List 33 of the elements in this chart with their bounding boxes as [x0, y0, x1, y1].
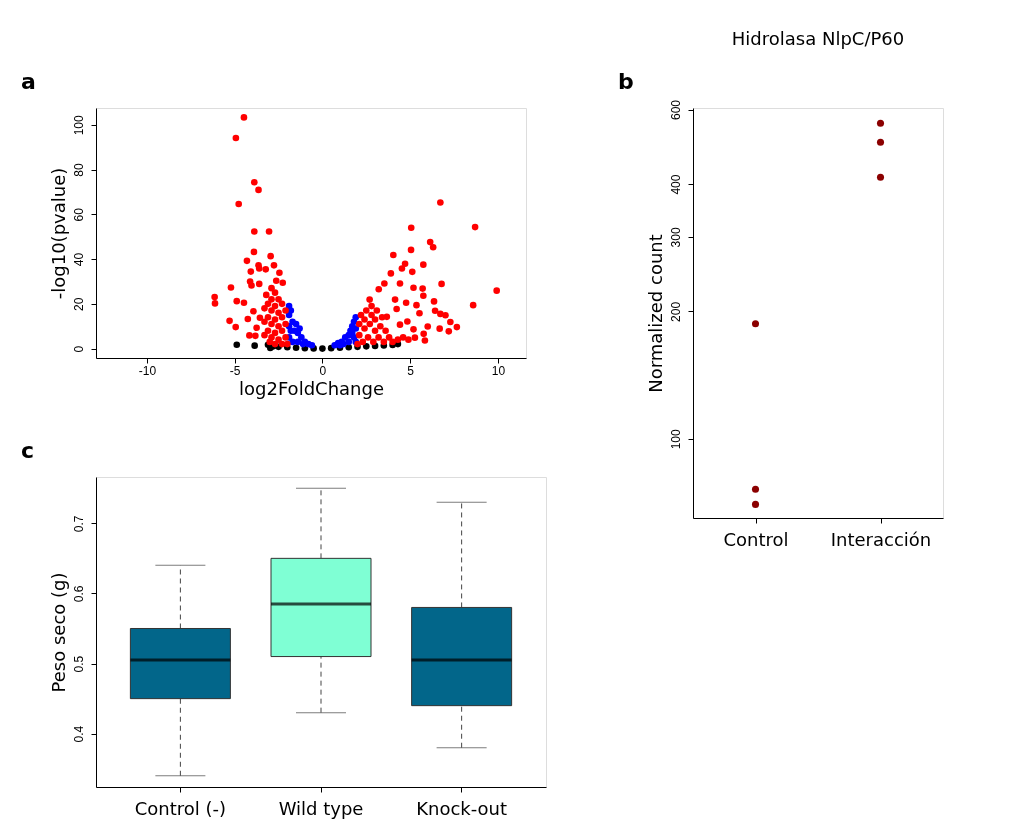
x-tick-label: -10: [138, 363, 157, 378]
x-tick-label: Control (-): [134, 797, 227, 819]
x-tick-label: 0: [319, 363, 327, 378]
y-tick-label: 80: [71, 163, 86, 177]
y-tick-label: 0.6: [71, 585, 86, 603]
y-tick-label: 100: [668, 429, 683, 450]
text: a: [21, 69, 36, 94]
chart-title: Hidrolasa NlpC/P60: [731, 28, 905, 49]
x-tick-label: 10: [491, 363, 506, 378]
y-tick-label: 0.4: [71, 725, 86, 743]
y-tick-label: 40: [71, 252, 86, 267]
y-axis-title: Peso seco (g): [47, 572, 69, 693]
x-tick-label: 5: [407, 363, 415, 378]
y-tick-label: 0.7: [71, 515, 86, 533]
x-tick-label: -5: [229, 363, 241, 378]
x-tick-label: Wild type: [278, 797, 364, 819]
x-tick-label: Knock-out: [416, 797, 508, 819]
y-tick-label: 20: [71, 297, 86, 312]
x-tick-label: Control: [723, 528, 789, 550]
y-axis-title: Normalized count: [644, 234, 666, 393]
x-tick-label: Interacción: [830, 528, 932, 550]
y-tick-label: 600: [668, 99, 683, 121]
text: c: [21, 438, 35, 463]
y-tick-label: 200: [668, 301, 683, 322]
y-tick-label: 100: [71, 114, 86, 136]
y-tick-label: 0: [71, 345, 86, 353]
x-axis-title: log2FoldChange: [239, 377, 384, 399]
y-tick-label: 300: [668, 227, 683, 248]
text: b: [618, 69, 634, 94]
y-tick-label: 400: [668, 174, 683, 195]
y-axis-title: -log10(pvalue): [47, 167, 69, 300]
y-tick-label: 60: [71, 207, 86, 222]
y-tick-label: 0.5: [71, 655, 86, 673]
